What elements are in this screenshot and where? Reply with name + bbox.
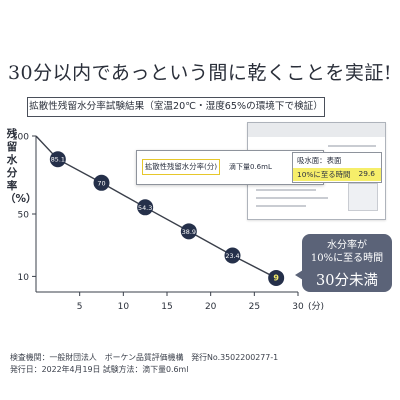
badge-line-1: 水分率が [327, 240, 367, 251]
chart-series: 85.1 70 54.3 38.9 23.4 9 [35, 135, 285, 286]
footer-line-1: 検査機関：一般財団法人 ボーケン品質評価機構 発行No.3502200277-1 [10, 353, 279, 362]
report-text-line [256, 205, 306, 207]
data-point-marker [180, 223, 197, 240]
callout-dose: 滴下量0.6mL [229, 163, 272, 171]
time-value: 29.6 [358, 169, 375, 178]
data-point-label: 85.1 [51, 156, 65, 164]
data-point-label: 9 [273, 273, 279, 282]
report-header-band [248, 123, 385, 137]
time-label: 10%に至る時間 [297, 170, 351, 179]
data-point-label: 70 [97, 179, 105, 187]
badge-line-2: 10%に至る時間 [310, 253, 384, 264]
x-axis-unit: (分) [308, 301, 324, 312]
data-point-label: 54.3 [138, 204, 152, 212]
callout-label: 拡散性残留水分率(分) [142, 159, 220, 175]
data-point-label: 38.9 [182, 228, 196, 236]
result-detail-callout: 吸水面：表面 10%に至る時間 29.6 [292, 152, 382, 183]
badge-line-3: 30分未満 [316, 273, 378, 289]
x-tick-label: 25 [249, 302, 260, 312]
time-highlight-row: 10%に至る時間 29.6 [293, 168, 381, 181]
data-point-marker [224, 247, 241, 264]
x-tick-label: 30 [292, 302, 304, 312]
y-tick-label: 10 [18, 273, 30, 283]
chart-axes: 100 50 10 5 10 15 20 25 30 (分) [12, 133, 324, 313]
report-text-line [256, 197, 328, 199]
x-tick-label: 10 [118, 302, 130, 312]
y-tick-label: 100 [12, 133, 29, 143]
test-result-title: 拡散性残留水分率試験結果（室温20℃・湿度65%の環境下で検証） [27, 97, 325, 117]
x-tick-label: 20 [205, 302, 217, 312]
report-text-line [328, 145, 376, 147]
data-point-label: 23.4 [225, 252, 239, 260]
surface-label: 吸水面：表面 [297, 156, 342, 165]
footer-line-2: 発行日：2022年4月19日 試験方法：滴下量0.6ml [10, 365, 189, 374]
data-point-marker [93, 174, 110, 191]
data-point-marker [268, 269, 285, 286]
data-point-marker [137, 199, 154, 216]
result-badge: 水分率が 10%に至る時間 30分未満 [295, 234, 392, 292]
report-text-line [256, 189, 316, 191]
data-point-marker [49, 151, 66, 168]
headline: 30分以内であっという間に乾くことを実証! [7, 62, 393, 84]
x-tick-label: 5 [77, 302, 83, 312]
y-tick-label: 50 [18, 211, 30, 221]
x-tick-label: 15 [161, 302, 172, 312]
report-table [348, 183, 378, 211]
badge-pointer [295, 270, 303, 280]
